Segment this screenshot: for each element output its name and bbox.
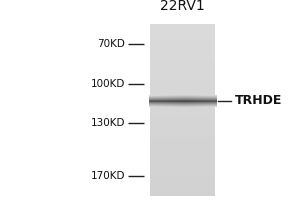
Text: 170KD: 170KD bbox=[91, 171, 125, 181]
Text: 22RV1: 22RV1 bbox=[160, 0, 205, 13]
Text: 70KD: 70KD bbox=[97, 39, 125, 49]
Text: 130KD: 130KD bbox=[91, 118, 125, 128]
Text: TRHDE: TRHDE bbox=[235, 94, 283, 107]
Text: 100KD: 100KD bbox=[91, 79, 125, 89]
